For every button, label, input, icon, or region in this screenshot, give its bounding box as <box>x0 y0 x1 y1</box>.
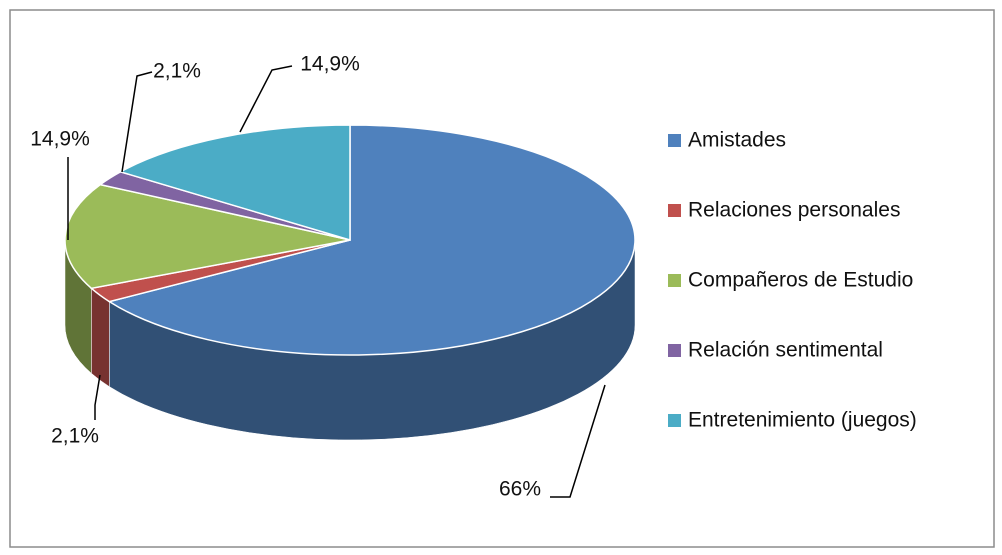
data-label: 14,9% <box>300 53 360 76</box>
legend-swatch <box>668 204 681 217</box>
data-label: 14,9% <box>30 128 90 151</box>
leader-line <box>94 374 101 420</box>
legend-swatch <box>668 414 681 427</box>
leader-line <box>550 384 606 498</box>
data-label: 2,1% <box>153 60 201 83</box>
slice <box>107 124 636 356</box>
leader-line <box>121 71 153 173</box>
slice <box>64 183 351 290</box>
slice-side <box>91 287 110 388</box>
data-label: 2,1% <box>51 425 99 448</box>
legend-swatch <box>668 134 681 147</box>
legend-label: Amistades <box>688 129 786 152</box>
legend-swatch <box>668 344 681 357</box>
leader-line <box>239 65 293 133</box>
legend-label: Entretenimiento (juegos) <box>688 409 917 432</box>
legend-label: Compañeros de Estudio <box>688 269 913 292</box>
legend-swatch <box>668 274 681 287</box>
data-label: 66% <box>499 478 541 501</box>
legend-label: Relaciones personales <box>688 199 900 222</box>
legend-label: Relación sentimental <box>688 339 883 362</box>
slice <box>118 124 351 242</box>
